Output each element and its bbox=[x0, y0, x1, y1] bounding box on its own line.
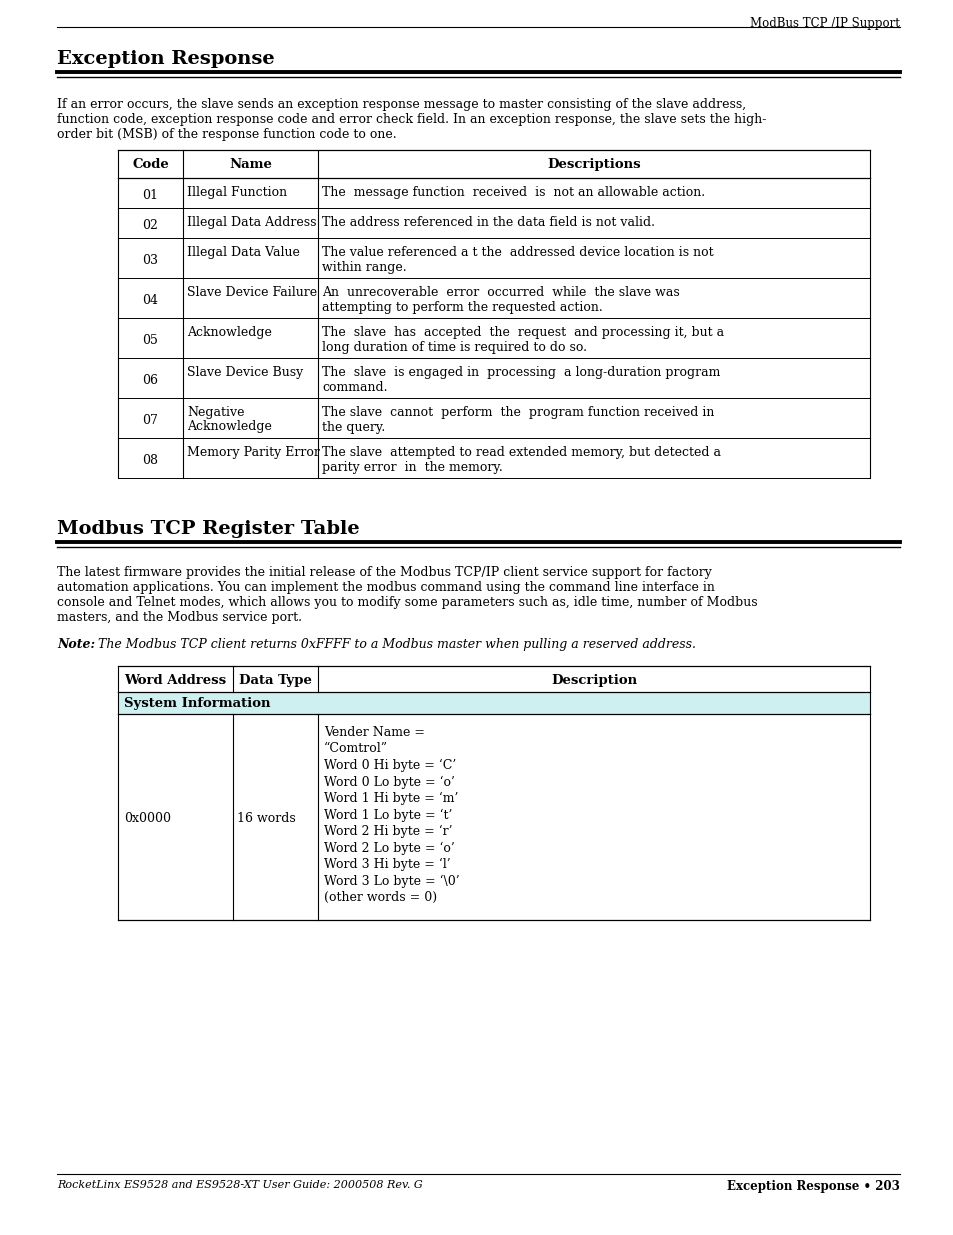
Text: 16 words: 16 words bbox=[236, 811, 295, 825]
Text: Vender Name =: Vender Name = bbox=[324, 726, 424, 739]
Text: The slave  cannot  perform  the  program function received in
the query.: The slave cannot perform the program fun… bbox=[322, 406, 714, 433]
Text: 03: 03 bbox=[142, 254, 158, 267]
Text: Slave Device Failure: Slave Device Failure bbox=[187, 287, 316, 299]
Text: The slave  attempted to read extended memory, but detected a
parity error  in  t: The slave attempted to read extended mem… bbox=[322, 446, 720, 474]
Text: Word 3 Hi byte = ‘l’: Word 3 Hi byte = ‘l’ bbox=[324, 858, 450, 871]
Text: 0x0000: 0x0000 bbox=[124, 811, 171, 825]
Text: The  message function  received  is  not an allowable action.: The message function received is not an … bbox=[322, 186, 704, 199]
Text: Acknowledge: Acknowledge bbox=[187, 326, 272, 338]
Bar bbox=[118, 398, 869, 438]
Bar bbox=[118, 207, 869, 238]
Text: Exception Response • 203: Exception Response • 203 bbox=[726, 1179, 899, 1193]
Text: Word 2 Lo byte = ‘o’: Word 2 Lo byte = ‘o’ bbox=[324, 841, 455, 855]
Bar bbox=[118, 438, 869, 478]
Bar bbox=[118, 178, 869, 207]
Text: The  slave  has  accepted  the  request  and processing it, but a
long duration : The slave has accepted the request and p… bbox=[322, 326, 723, 354]
Bar bbox=[118, 278, 869, 317]
Text: The address referenced in the data field is not valid.: The address referenced in the data field… bbox=[322, 216, 655, 228]
Bar bbox=[118, 149, 869, 178]
Text: Word 0 Lo byte = ‘o’: Word 0 Lo byte = ‘o’ bbox=[324, 776, 455, 789]
Text: 02: 02 bbox=[142, 219, 158, 232]
Text: 05: 05 bbox=[142, 333, 158, 347]
Text: RocketLinx ES9528 and ES9528-XT User Guide: 2000508 Rev. G: RocketLinx ES9528 and ES9528-XT User Gui… bbox=[57, 1179, 422, 1191]
Text: Word 1 Lo byte = ‘t’: Word 1 Lo byte = ‘t’ bbox=[324, 809, 452, 821]
Text: Name: Name bbox=[229, 158, 272, 170]
Text: Illegal Data Address: Illegal Data Address bbox=[187, 216, 316, 228]
Text: If an error occurs, the slave sends an exception response message to master cons: If an error occurs, the slave sends an e… bbox=[57, 98, 765, 141]
Text: Code: Code bbox=[132, 158, 169, 170]
Text: 08: 08 bbox=[142, 454, 158, 467]
Text: An  unrecoverable  error  occurred  while  the slave was
attempting to perform t: An unrecoverable error occurred while th… bbox=[322, 287, 679, 314]
Text: The  slave  is engaged in  processing  a long-duration program
command.: The slave is engaged in processing a lon… bbox=[322, 366, 720, 394]
Text: Descriptions: Descriptions bbox=[547, 158, 640, 170]
Text: Word 0 Hi byte = ‘C’: Word 0 Hi byte = ‘C’ bbox=[324, 760, 456, 772]
Text: Word 3 Lo byte = ‘\0’: Word 3 Lo byte = ‘\0’ bbox=[324, 874, 459, 888]
Text: 07: 07 bbox=[142, 414, 158, 427]
Text: Illegal Data Value: Illegal Data Value bbox=[187, 246, 299, 259]
Text: Word 1 Hi byte = ‘m’: Word 1 Hi byte = ‘m’ bbox=[324, 792, 457, 805]
Text: 01: 01 bbox=[142, 189, 158, 203]
Bar bbox=[118, 666, 869, 692]
Bar bbox=[118, 692, 869, 714]
Text: System Information: System Information bbox=[124, 697, 271, 710]
Bar bbox=[118, 317, 869, 358]
Text: The value referenced a t the  addressed device location is not
within range.: The value referenced a t the addressed d… bbox=[322, 246, 713, 274]
Text: Data Type: Data Type bbox=[239, 674, 312, 687]
Text: Slave Device Busy: Slave Device Busy bbox=[187, 366, 303, 379]
Text: Description: Description bbox=[551, 674, 637, 687]
Text: Illegal Function: Illegal Function bbox=[187, 186, 287, 199]
Text: 06: 06 bbox=[142, 374, 158, 387]
Text: 04: 04 bbox=[142, 294, 158, 308]
Text: (other words = 0): (other words = 0) bbox=[324, 890, 436, 904]
Bar bbox=[118, 358, 869, 398]
Bar bbox=[118, 714, 869, 920]
Text: Word Address: Word Address bbox=[124, 674, 226, 687]
Text: The latest firmware provides the initial release of the Modbus TCP/IP client ser: The latest firmware provides the initial… bbox=[57, 566, 757, 624]
Bar bbox=[118, 238, 869, 278]
Text: “Comtrol”: “Comtrol” bbox=[324, 742, 388, 756]
Text: Memory Parity Error: Memory Parity Error bbox=[187, 446, 319, 459]
Text: ModBus TCP /IP Support: ModBus TCP /IP Support bbox=[749, 17, 899, 30]
Text: Exception Response: Exception Response bbox=[57, 49, 274, 68]
Text: Note:: Note: bbox=[57, 638, 95, 651]
Text: Acknowledge: Acknowledge bbox=[187, 420, 272, 433]
Text: The Modbus TCP client returns 0xFFFF to a Modbus master when pulling a reserved : The Modbus TCP client returns 0xFFFF to … bbox=[90, 638, 696, 651]
Text: Negative: Negative bbox=[187, 406, 244, 419]
Text: Modbus TCP Register Table: Modbus TCP Register Table bbox=[57, 520, 359, 538]
Text: Word 2 Hi byte = ‘r’: Word 2 Hi byte = ‘r’ bbox=[324, 825, 452, 839]
